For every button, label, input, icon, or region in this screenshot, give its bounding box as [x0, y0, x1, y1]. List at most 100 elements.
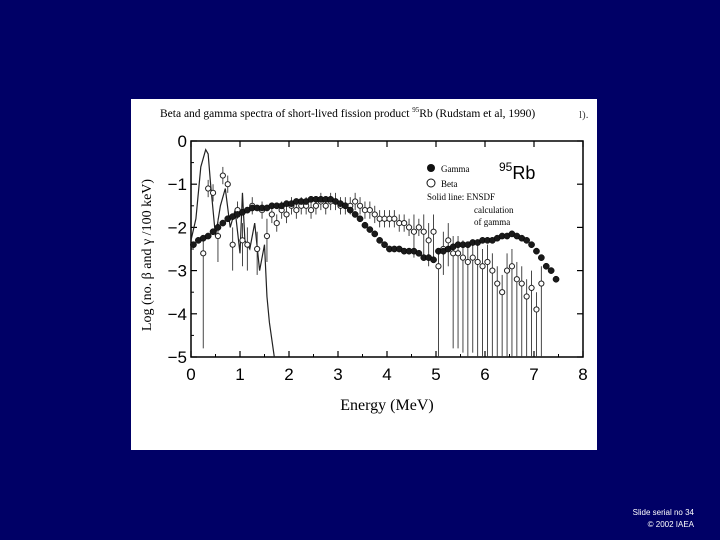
gamma-point [415, 249, 423, 257]
beta-point [479, 263, 486, 270]
beta-point [435, 263, 442, 270]
gamma-point [214, 224, 222, 231]
legend-gamma-marker [427, 164, 435, 172]
beta-point [371, 211, 378, 218]
gamma-point [528, 241, 535, 249]
gamma-point [356, 215, 364, 223]
beta-point [454, 250, 462, 257]
y-tick-label: −2 [168, 218, 187, 237]
beta-point [205, 185, 212, 192]
beta-point [464, 258, 471, 266]
gamma-point [346, 206, 354, 214]
beta-point [366, 207, 373, 214]
slide-copyright: © 2002 IAEA [647, 520, 694, 529]
figure-title: Beta and gamma spectra of short-lived fi… [160, 106, 536, 120]
beta-point [405, 224, 413, 231]
beta-point [214, 232, 222, 240]
beta-point [273, 219, 280, 227]
slide-serial-number: Slide serial no 34 [632, 508, 694, 517]
x-tick-label: 8 [578, 365, 587, 384]
x-tick-label: 2 [284, 365, 293, 384]
beta-point [494, 280, 501, 287]
gamma-point [351, 211, 359, 218]
y-tick-label: −5 [168, 348, 187, 367]
beta-point [474, 258, 481, 266]
legend-line-label: Solid line: ENSDF [427, 192, 495, 202]
beta-point [415, 224, 422, 231]
beta-point [391, 215, 398, 222]
beta-point [518, 280, 525, 287]
beta-point [489, 267, 496, 274]
gamma-point [538, 254, 545, 261]
y-tick-label: −1 [168, 175, 187, 194]
beta-point [430, 228, 437, 235]
gamma-point [190, 241, 197, 249]
gamma-point [547, 267, 555, 274]
beta-point [219, 172, 226, 179]
y-axis-label: Log (no. β and γ /100 keV) [140, 179, 155, 331]
gamma-point [219, 219, 227, 227]
gamma-point [381, 241, 388, 249]
legend-beta-marker [426, 178, 436, 188]
beta-point [268, 211, 275, 218]
beta-point [469, 254, 476, 261]
beta-point [410, 228, 418, 235]
gamma-point [361, 221, 369, 229]
gamma-point [209, 228, 217, 236]
gamma-point [204, 232, 212, 240]
spectrum-chart: 0 1 2 3 4 5 6 7 8 0 −1 −2 −3 −4 −5 Energy (MeV) Log (no.… [140, 132, 588, 414]
beta-point [538, 280, 545, 287]
beta-point [503, 267, 511, 274]
y-tick-label: −4 [168, 305, 187, 324]
cut-off-caption-text: l). [579, 109, 589, 121]
beta-point [523, 293, 530, 300]
x-tick-label: 4 [382, 365, 391, 384]
gamma-point [376, 237, 383, 244]
isotope-label: 95Rb [499, 160, 535, 183]
figure-panel: Beta and gamma spectra of short-lived fi… [131, 99, 597, 450]
gamma-point [523, 237, 530, 244]
beta-point [445, 237, 452, 244]
x-tick-label: 7 [529, 365, 538, 384]
beta-point [356, 202, 364, 209]
beta-point [528, 284, 535, 291]
gamma-point [342, 202, 349, 210]
x-tick-label: 3 [333, 365, 342, 384]
beta-point [322, 202, 329, 209]
beta-point [263, 232, 271, 240]
beta-point [307, 207, 315, 214]
x-tick-label: 1 [235, 365, 244, 384]
beta-point [401, 219, 408, 227]
y-tick-label: 0 [178, 132, 187, 151]
beta-point [459, 254, 467, 261]
beta-point [513, 276, 520, 283]
beta-point [420, 228, 427, 235]
beta-point [244, 241, 251, 248]
beta-point [508, 263, 516, 270]
beta-point [254, 245, 261, 253]
beta-point [229, 241, 236, 248]
y-tick-label: −3 [168, 262, 187, 281]
beta-point [200, 250, 207, 257]
legend-line-label: calculation [474, 205, 514, 215]
gamma-point [542, 262, 550, 270]
beta-point [312, 202, 320, 209]
x-tick-label: 0 [186, 365, 195, 384]
legend-line-label: of gamma [474, 217, 510, 227]
legend-beta-label: Beta [441, 179, 458, 189]
beta-point [224, 181, 231, 188]
beta-point [425, 237, 432, 244]
x-tick-label: 5 [431, 365, 440, 384]
gamma-point [366, 226, 374, 233]
beta-point [533, 306, 540, 313]
gamma-point [552, 275, 560, 283]
beta-point [484, 258, 491, 266]
legend-gamma-label: Gamma [441, 164, 470, 174]
beta-point [499, 289, 506, 296]
gamma-point [430, 256, 437, 264]
beta-point [293, 207, 300, 214]
x-tick-label: 6 [480, 365, 489, 384]
x-axis-label: Energy (MeV) [340, 397, 433, 414]
beta-point [352, 198, 359, 205]
beta-point [239, 237, 246, 244]
